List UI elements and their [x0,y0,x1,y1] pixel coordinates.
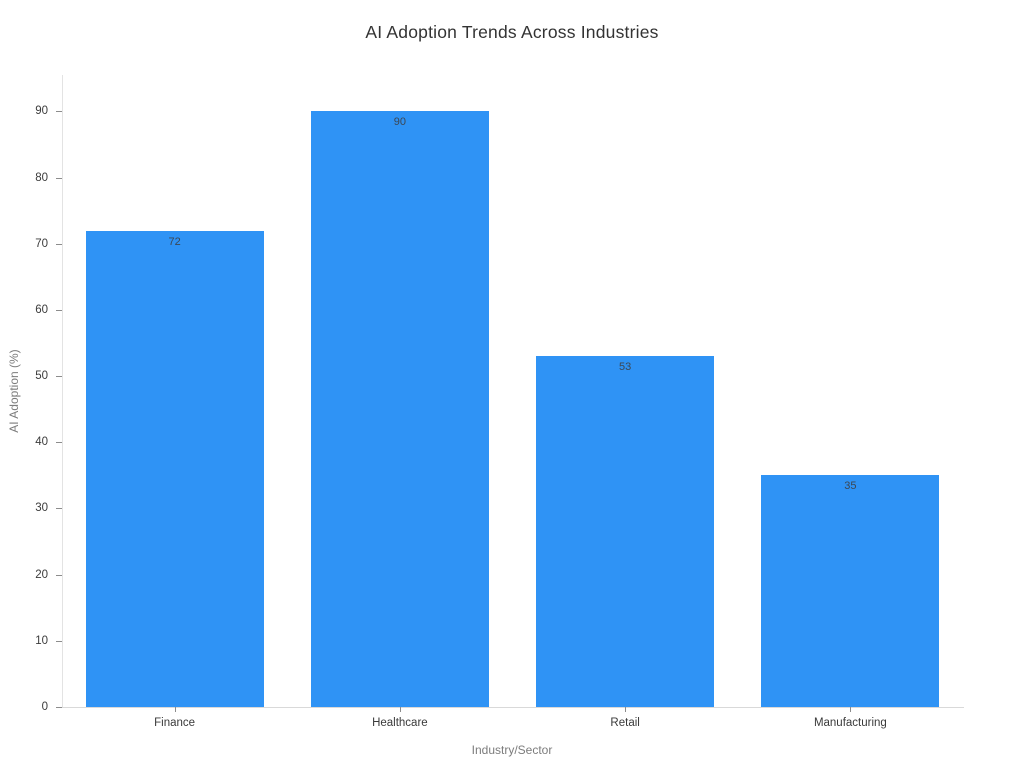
y-tick-mark [56,111,62,113]
y-tick-label: 90 [35,105,48,118]
x-tick-label-finance: Finance [154,717,196,729]
y-tick-mark [56,508,62,510]
y-tick-label: 10 [35,634,48,647]
bar-healthcare [310,111,489,707]
x-axis-title: Industry/Sector [471,743,553,757]
y-tick-mark [56,309,62,311]
y-tick-label: 70 [35,237,48,250]
y-tick-label: 0 [41,701,48,713]
y-tick-label: 30 [35,502,48,515]
y-tick-mark [56,177,62,179]
y-tick-mark [56,376,62,378]
bar-value-label: 72 [168,235,181,248]
x-tick-label-manufacturing: Manufacturing [813,717,887,729]
y-axis-title: AI Adoption (%) [7,349,21,433]
bar-value-label: 35 [844,480,857,493]
x-tick-mark [174,707,176,712]
x-tick-mark [850,707,852,712]
x-tick-mark [399,707,401,712]
x-tick-label-retail: Retail [610,717,640,729]
y-tick-label: 80 [35,171,48,184]
bar-value-label: 53 [619,361,632,374]
y-tick-mark [56,574,62,576]
y-tick-label: 60 [35,303,48,316]
y-tick-mark [56,243,62,245]
bar-finance [85,230,264,707]
chart-title: AI Adoption Trends Across Industries [365,22,659,42]
x-tick-mark [625,707,627,712]
y-tick-mark [56,442,62,444]
y-tick-mark [56,640,62,642]
y-tick-label: 50 [35,370,48,383]
bar-value-label: 90 [393,116,406,129]
x-axis-line [62,707,964,708]
bar-retail [536,356,715,707]
x-tick-label-healthcare: Healthcare [372,717,428,729]
y-tick-label: 20 [35,568,48,581]
bar-manufacturing [761,475,940,707]
y-tick-label: 40 [35,436,48,449]
y-tick-mark [56,707,62,708]
y-axis-line [62,75,63,708]
